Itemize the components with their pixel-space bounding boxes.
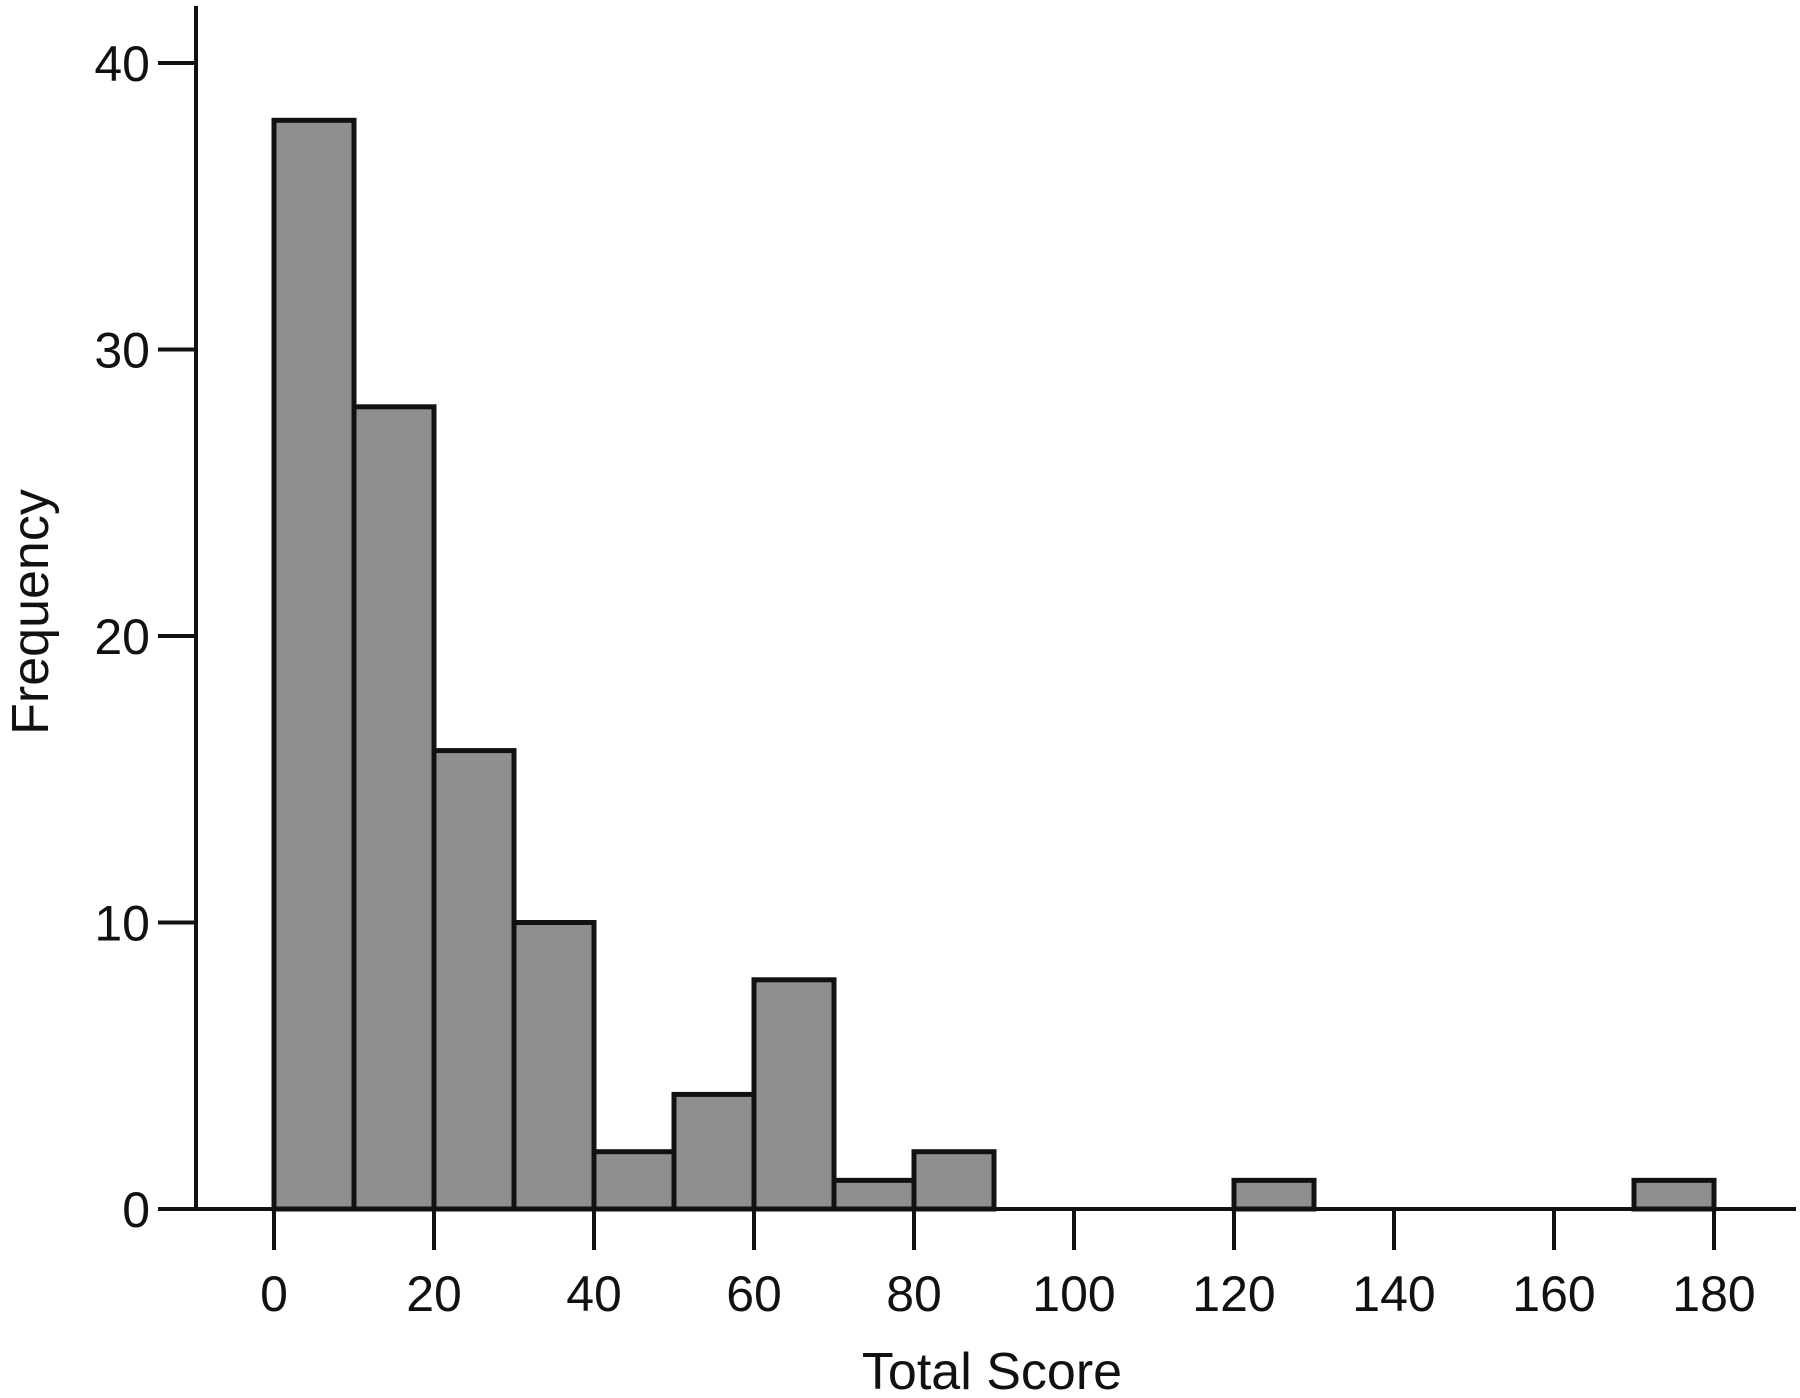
x-tick-label-180: 180 [1672, 1266, 1755, 1322]
y-ticks: 0 10 20 30 40 [94, 36, 196, 1238]
y-axis-title: Frequency [2, 489, 60, 735]
histogram-bar-30-40 [511, 920, 597, 1212]
y-tick-label-0: 0 [122, 1182, 150, 1238]
x-tick-label-60: 60 [726, 1266, 782, 1322]
histogram-bar-170-180 [1631, 1177, 1717, 1212]
x-tick-label-140: 140 [1352, 1266, 1435, 1322]
histogram-bar-70-80 [831, 1177, 917, 1212]
histogram-bar-0-10 [271, 117, 357, 1212]
x-tick-label-120: 120 [1192, 1266, 1275, 1322]
histogram-bar-40-50 [591, 1149, 677, 1212]
y-tick-label-10: 10 [94, 896, 150, 952]
x-tick-label-40: 40 [566, 1266, 622, 1322]
x-tick-label-0: 0 [260, 1266, 288, 1322]
x-tick-label-20: 20 [406, 1266, 462, 1322]
histogram-bar-10-20 [351, 404, 437, 1212]
x-ticks: 0 20 40 60 80 100 120 140 160 180 [260, 1209, 1756, 1322]
x-tick-label-80: 80 [886, 1266, 942, 1322]
histogram-bars [271, 117, 1717, 1212]
x-tick-label-160: 160 [1512, 1266, 1595, 1322]
chart-axes [158, 6, 1796, 1211]
y-tick-label-30: 30 [94, 323, 150, 379]
x-axis-title: Total Score [862, 1343, 1122, 1398]
histogram-bar-20-30 [431, 748, 517, 1212]
x-tick-label-100: 100 [1032, 1266, 1115, 1322]
y-tick-label-20: 20 [94, 609, 150, 665]
histogram-bar-60-70 [751, 977, 837, 1212]
y-tick-label-40: 40 [94, 36, 150, 92]
histogram-bar-50-60 [671, 1091, 757, 1212]
histogram-bar-120-130 [1231, 1177, 1317, 1212]
histogram-bar-80-90 [911, 1149, 997, 1212]
